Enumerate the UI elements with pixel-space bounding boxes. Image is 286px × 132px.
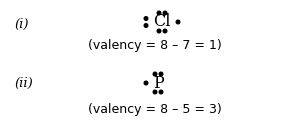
Circle shape bbox=[144, 81, 148, 85]
Text: Cl: Cl bbox=[153, 13, 171, 30]
Circle shape bbox=[153, 90, 157, 94]
Text: (ii): (ii) bbox=[14, 77, 33, 89]
Circle shape bbox=[163, 11, 167, 15]
Circle shape bbox=[157, 29, 161, 33]
Circle shape bbox=[159, 72, 163, 76]
Circle shape bbox=[144, 24, 148, 27]
Circle shape bbox=[157, 11, 161, 15]
Text: (valency = 8 – 5 = 3): (valency = 8 – 5 = 3) bbox=[88, 103, 222, 117]
Text: (valency = 8 – 7 = 1): (valency = 8 – 7 = 1) bbox=[88, 39, 222, 53]
Text: (i): (i) bbox=[14, 18, 29, 30]
Circle shape bbox=[159, 90, 163, 94]
Circle shape bbox=[176, 20, 180, 24]
Circle shape bbox=[144, 17, 148, 20]
Circle shape bbox=[163, 29, 167, 33]
Text: P: P bbox=[153, 74, 163, 91]
Circle shape bbox=[153, 72, 157, 76]
